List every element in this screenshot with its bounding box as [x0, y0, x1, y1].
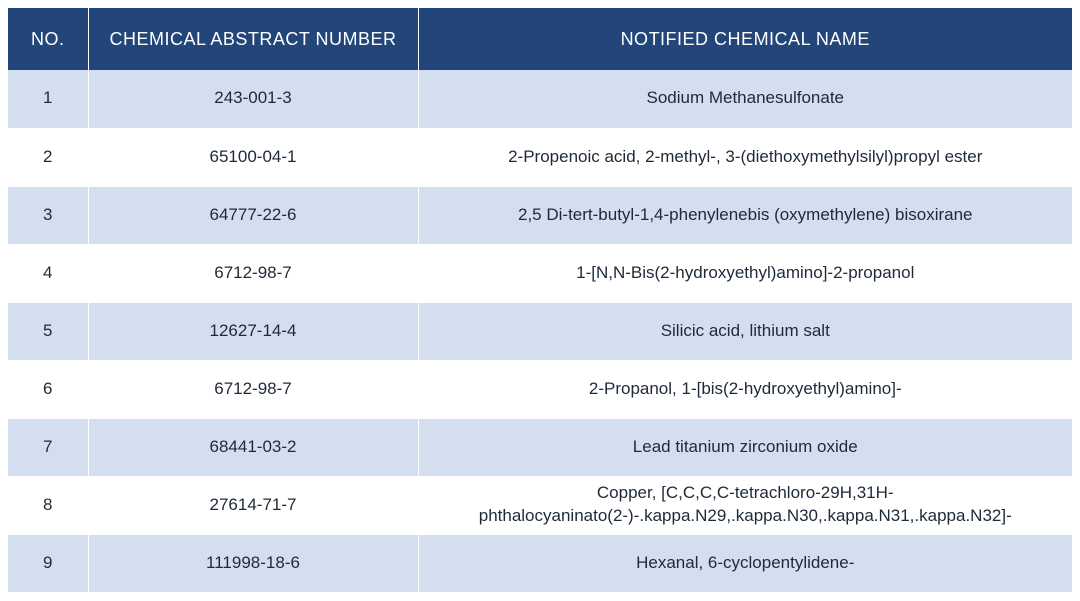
header-no: NO.	[8, 8, 88, 70]
cell-name: Sodium Methanesulfonate	[418, 70, 1072, 128]
cell-no: 7	[8, 418, 88, 476]
cell-name: Hexanal, 6-cyclopentylidene-	[418, 534, 1072, 592]
table-row: 512627-14-4Silicic acid, lithium salt	[8, 302, 1072, 360]
table-row: 265100-04-12-Propenoic acid, 2-methyl-, …	[8, 128, 1072, 186]
cell-no: 2	[8, 128, 88, 186]
cell-no: 1	[8, 70, 88, 128]
cell-name: Copper, [C,C,C,C-tetrachloro-29H,31H-pht…	[418, 476, 1072, 534]
cell-no: 5	[8, 302, 88, 360]
cell-cas: 68441-03-2	[88, 418, 418, 476]
table-row: 364777-22-62,5 Di-tert-butyl-1,4-phenyle…	[8, 186, 1072, 244]
chemicals-table: NO. CHEMICAL ABSTRACT NUMBER NOTIFIED CH…	[8, 8, 1072, 593]
table-row: 46712-98-71-[N,N-Bis(2-hydroxyethyl)amin…	[8, 244, 1072, 302]
cell-name: 2-Propenoic acid, 2-methyl-, 3-(diethoxy…	[418, 128, 1072, 186]
cell-no: 4	[8, 244, 88, 302]
header-row: NO. CHEMICAL ABSTRACT NUMBER NOTIFIED CH…	[8, 8, 1072, 70]
table-row: 827614-71-7Copper, [C,C,C,C-tetrachloro-…	[8, 476, 1072, 534]
cell-no: 3	[8, 186, 88, 244]
cell-cas: 6712-98-7	[88, 360, 418, 418]
cell-cas: 64777-22-6	[88, 186, 418, 244]
cell-cas: 12627-14-4	[88, 302, 418, 360]
cell-no: 9	[8, 534, 88, 592]
cell-name: 2-Propanol, 1-[bis(2-hydroxyethyl)amino]…	[418, 360, 1072, 418]
table-row: 1243-001-3Sodium Methanesulfonate	[8, 70, 1072, 128]
cell-cas: 27614-71-7	[88, 476, 418, 534]
cell-name: Silicic acid, lithium salt	[418, 302, 1072, 360]
cell-cas: 6712-98-7	[88, 244, 418, 302]
table-row: 9111998-18-6Hexanal, 6-cyclopentylidene-	[8, 534, 1072, 592]
table-row: 768441-03-2Lead titanium zirconium oxide	[8, 418, 1072, 476]
cell-name: 2,5 Di-tert-butyl-1,4-phenylenebis (oxym…	[418, 186, 1072, 244]
table-row: 66712-98-72-Propanol, 1-[bis(2-hydroxyet…	[8, 360, 1072, 418]
cell-cas: 65100-04-1	[88, 128, 418, 186]
cell-name: 1-[N,N-Bis(2-hydroxyethyl)amino]-2-propa…	[418, 244, 1072, 302]
cell-cas: 111998-18-6	[88, 534, 418, 592]
cell-name: Lead titanium zirconium oxide	[418, 418, 1072, 476]
cell-cas: 243-001-3	[88, 70, 418, 128]
table-body: 1243-001-3Sodium Methanesulfonate265100-…	[8, 70, 1072, 592]
header-name: NOTIFIED CHEMICAL NAME	[418, 8, 1072, 70]
header-cas: CHEMICAL ABSTRACT NUMBER	[88, 8, 418, 70]
cell-no: 6	[8, 360, 88, 418]
cell-no: 8	[8, 476, 88, 534]
